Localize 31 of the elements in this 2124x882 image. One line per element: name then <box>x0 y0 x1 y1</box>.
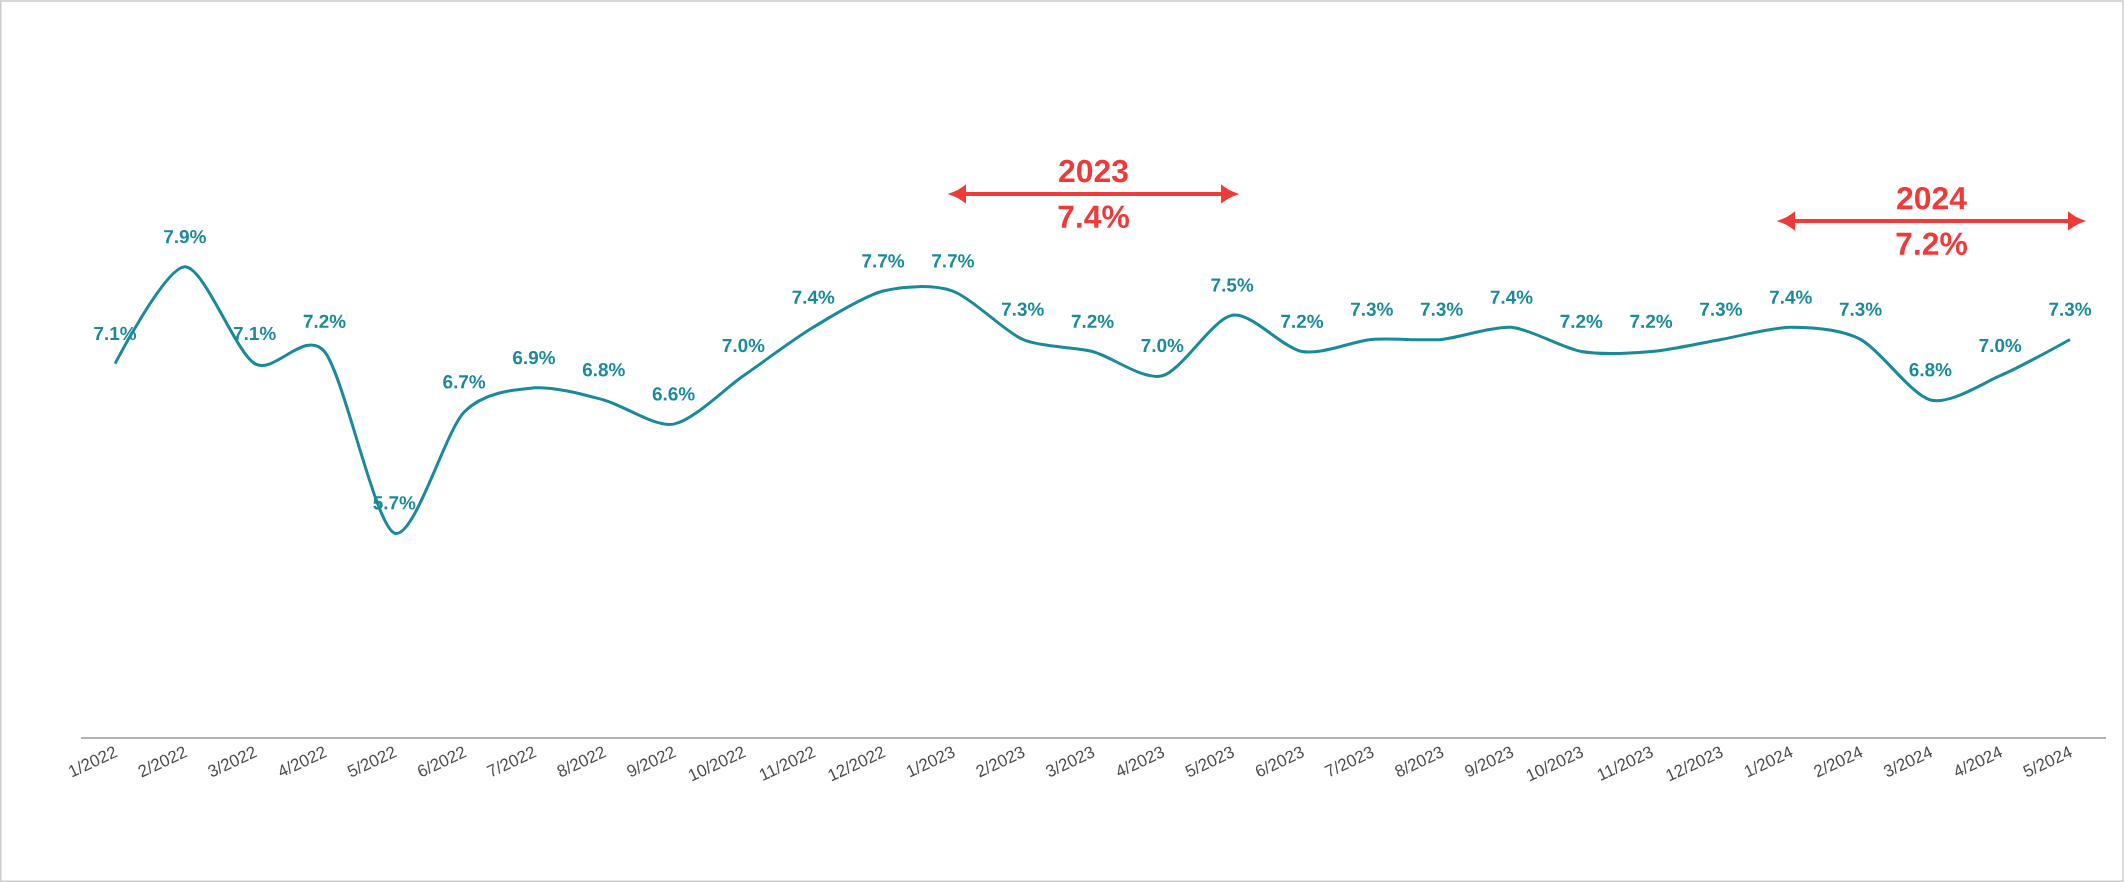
text: 2023 <box>1059 159 1128 183</box>
data-label: 6.6% <box>652 387 695 401</box>
data-label: 7.0% <box>1979 338 2022 353</box>
data-label: 7.0% <box>722 338 765 353</box>
text: 2024 <box>1897 186 1967 210</box>
data-label: 7.5% <box>1211 278 1254 292</box>
data-label: 7.2% <box>1630 314 1673 329</box>
data-label: 7.2% <box>303 314 346 329</box>
text: 7.4% <box>1058 205 1129 228</box>
data-label: 7.7% <box>862 254 905 268</box>
data-label: 7.3% <box>1420 302 1463 316</box>
data-label: 7.2% <box>1071 314 1114 329</box>
text: 7.2% <box>1896 232 1967 256</box>
data-label: 6.8% <box>582 363 625 377</box>
data-label: 7.0% <box>1141 338 1184 353</box>
data-label: 7.4% <box>1490 290 1533 304</box>
data-label: 7.4% <box>1769 290 1812 304</box>
data-label: 6.7% <box>443 375 486 389</box>
data-label: 6.9% <box>513 350 556 365</box>
data-label: 6.8% <box>1909 363 1952 377</box>
data-label: 7.3% <box>1700 302 1742 316</box>
data-label: 7.3% <box>1001 302 1044 316</box>
data-label: 7.3% <box>1839 302 1882 316</box>
data-label: 7.9% <box>164 229 206 244</box>
data-label: 7.4% <box>792 290 835 304</box>
data-label: 7.1% <box>233 326 276 341</box>
data-label: 7.7% <box>932 254 974 268</box>
data-label: 7.2% <box>1560 314 1603 329</box>
data-label: 7.3% <box>2049 302 2092 316</box>
data-label: 7.3% <box>1351 302 1393 316</box>
data-label: 7.2% <box>1281 314 1324 329</box>
